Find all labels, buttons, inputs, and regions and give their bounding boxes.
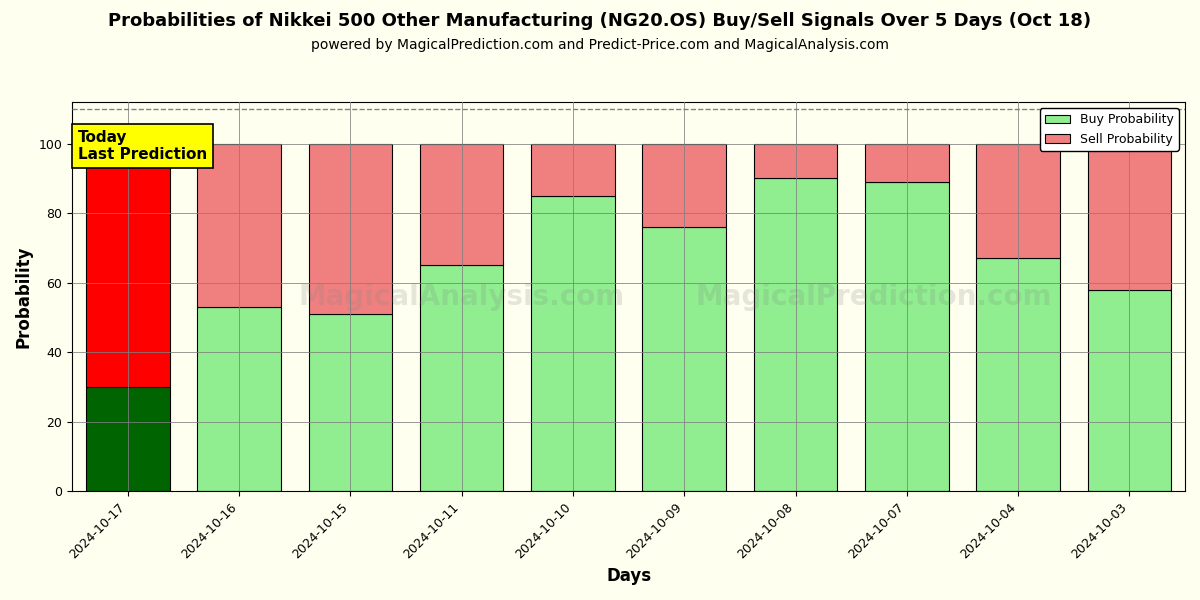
Text: MagicalPrediction.com: MagicalPrediction.com bbox=[695, 283, 1051, 311]
Bar bbox=[86, 387, 169, 491]
Y-axis label: Probability: Probability bbox=[16, 245, 34, 348]
Bar bbox=[1087, 144, 1171, 290]
Bar bbox=[977, 259, 1060, 491]
Legend: Buy Probability, Sell Probability: Buy Probability, Sell Probability bbox=[1040, 108, 1178, 151]
Bar bbox=[642, 227, 726, 491]
Bar bbox=[532, 196, 614, 491]
Bar bbox=[532, 144, 614, 196]
Bar bbox=[308, 314, 392, 491]
Bar bbox=[308, 144, 392, 314]
Bar bbox=[197, 307, 281, 491]
Bar bbox=[420, 144, 503, 265]
Bar bbox=[977, 144, 1060, 259]
X-axis label: Days: Days bbox=[606, 567, 652, 585]
Text: MagicalAnalysis.com: MagicalAnalysis.com bbox=[299, 283, 625, 311]
Text: Today
Last Prediction: Today Last Prediction bbox=[78, 130, 206, 162]
Bar bbox=[642, 144, 726, 227]
Bar bbox=[197, 144, 281, 307]
Bar bbox=[420, 265, 503, 491]
Bar bbox=[86, 144, 169, 387]
Text: powered by MagicalPrediction.com and Predict-Price.com and MagicalAnalysis.com: powered by MagicalPrediction.com and Pre… bbox=[311, 38, 889, 52]
Bar bbox=[865, 144, 948, 182]
Bar bbox=[754, 178, 838, 491]
Bar bbox=[754, 144, 838, 178]
Text: Probabilities of Nikkei 500 Other Manufacturing (NG20.OS) Buy/Sell Signals Over : Probabilities of Nikkei 500 Other Manufa… bbox=[108, 12, 1092, 30]
Bar bbox=[1087, 290, 1171, 491]
Bar bbox=[865, 182, 948, 491]
